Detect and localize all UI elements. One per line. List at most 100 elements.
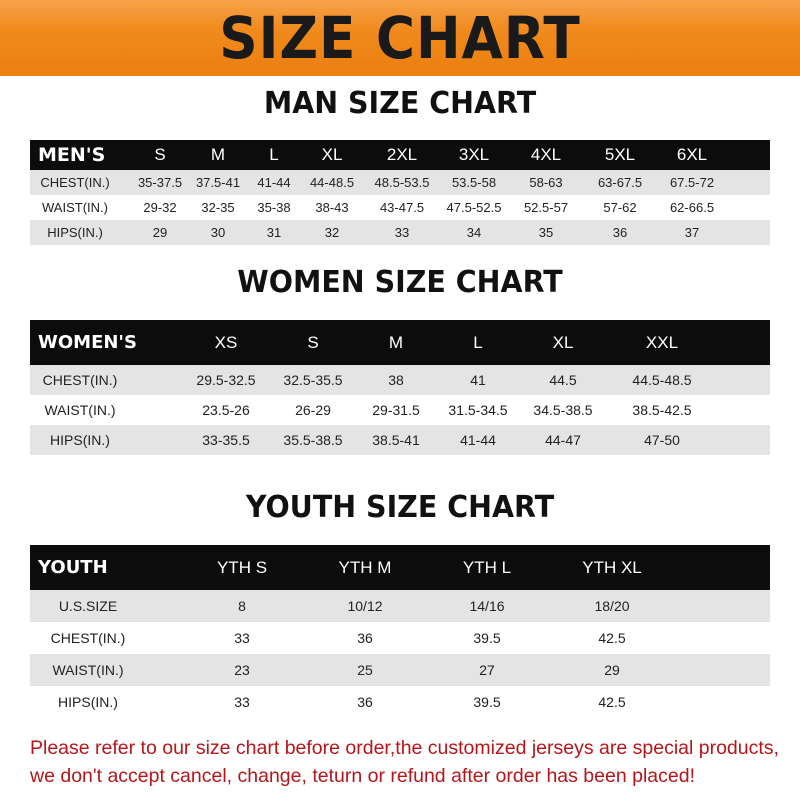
table-cell: 35-37.5 xyxy=(137,175,183,190)
table-cell: 43-47.5 xyxy=(379,200,425,215)
table-cell: 33 xyxy=(234,630,250,646)
title-banner: SIZE CHART xyxy=(0,0,800,76)
size-header: XL xyxy=(321,145,343,164)
table-cell: 29 xyxy=(152,225,168,240)
table-cell: 38.5-41 xyxy=(372,432,420,448)
table-cell: 8 xyxy=(238,598,246,614)
table-cell: 33-35.5 xyxy=(202,432,250,448)
size-header: XXL xyxy=(645,332,679,352)
table-row: WAIST(IN.) 29-32 32-35 35-38 38-43 43-47.5 47.… xyxy=(30,195,770,220)
row-label: WAIST(IN.) xyxy=(42,200,108,215)
table-cell: 37 xyxy=(684,225,700,240)
table-header-row: YOUTH YTH S YTH M YTH L YTH XL xyxy=(30,545,770,590)
table-cell: 23 xyxy=(234,662,250,678)
table-cell: 29-31.5 xyxy=(372,402,420,418)
men-section-title: MAN SIZE CHART xyxy=(263,86,537,121)
size-header: S xyxy=(154,145,166,164)
table-cell: 36 xyxy=(612,225,628,240)
table-cell: 42.5 xyxy=(598,630,626,646)
table-cell: 57-62 xyxy=(603,200,637,215)
table-cell: 41 xyxy=(470,372,486,388)
table-cell: 62-66.5 xyxy=(669,200,715,215)
table-cell: 42.5 xyxy=(598,694,626,710)
table-cell: 41-44 xyxy=(460,432,496,448)
row-label: HIPS(IN.) xyxy=(47,225,103,240)
row-label: CHEST(IN.) xyxy=(42,372,118,388)
notice-line-1: Please refer to our size chart before or… xyxy=(30,737,779,759)
table-cell: 31.5-34.5 xyxy=(448,402,508,418)
table-cell: 18/20 xyxy=(594,598,630,614)
table-cell: 33 xyxy=(394,225,410,240)
table-cell: 10/12 xyxy=(347,598,383,614)
row-label: HIPS(IN.) xyxy=(58,694,118,710)
table-cell: 35-38 xyxy=(257,200,291,215)
table-cell: 58-63 xyxy=(529,175,563,190)
table-cell: 31 xyxy=(266,225,282,240)
row-label: HIPS(IN.) xyxy=(50,432,110,448)
row-label: WAIST(IN.) xyxy=(44,402,116,418)
table-cell: 35 xyxy=(538,225,554,240)
table-title-cell: YOUTH xyxy=(38,557,108,578)
table-cell: 41-44 xyxy=(257,175,291,190)
table-cell: 39.5 xyxy=(473,630,501,646)
size-header: YTH M xyxy=(338,557,392,577)
table-cell: 47.5-52.5 xyxy=(446,200,502,215)
row-label: WAIST(IN.) xyxy=(52,662,124,678)
table-cell: 32 xyxy=(324,225,340,240)
table-title-cell: MEN'S xyxy=(38,144,106,166)
notice-line-2: we don't accept cancel, change, teturn o… xyxy=(30,765,695,787)
table-row: HIPS(IN.) 29 30 31 32 33 34 35 36 37 xyxy=(30,220,770,245)
row-label: CHEST(IN.) xyxy=(40,175,110,190)
table-cell: 26-29 xyxy=(295,402,331,418)
size-header: L xyxy=(269,145,279,164)
table-cell: 25 xyxy=(357,662,373,678)
table-header-row: MEN'S S M L XL 2XL 3XL 4XL 5XL 6XL xyxy=(30,140,770,170)
table-row: WAIST(IN.) 23.5-26 26-29 29-31.5 31.5-34.5 34… xyxy=(30,395,770,425)
size-header: 4XL xyxy=(530,145,562,164)
table-cell: 63-67.5 xyxy=(597,175,643,190)
table-cell: 36 xyxy=(357,630,373,646)
table-cell: 52.5-57 xyxy=(523,200,569,215)
table-row: WAIST(IN.) 23 25 27 29 xyxy=(30,654,770,686)
table-cell: 38.5-42.5 xyxy=(632,402,692,418)
size-header: YTH XL xyxy=(582,557,642,577)
size-header: 6XL xyxy=(676,145,708,164)
table-cell: 29-32 xyxy=(143,200,177,215)
youth-section-title: YOUTH SIZE CHART xyxy=(245,490,555,525)
size-header: XL xyxy=(552,332,574,352)
table-cell: 44-48.5 xyxy=(309,175,355,190)
size-header: L xyxy=(473,332,483,352)
table-cell: 29.5-32.5 xyxy=(196,372,256,388)
table-cell: 30 xyxy=(210,225,226,240)
table-row: U.S.SIZE 8 10/12 14/16 18/20 xyxy=(30,590,770,622)
size-header: YTH L xyxy=(462,557,512,577)
size-header: 3XL xyxy=(458,145,490,164)
size-header: 5XL xyxy=(604,145,636,164)
table-cell: 44-47 xyxy=(545,432,581,448)
size-header: XS xyxy=(214,332,238,352)
table-cell: 32.5-35.5 xyxy=(283,372,343,388)
row-label: U.S.SIZE xyxy=(58,598,118,614)
table-cell: 29 xyxy=(604,662,620,678)
size-header: 2XL xyxy=(386,145,418,164)
size-header: YTH S xyxy=(216,557,268,577)
table-row: CHEST(IN.) 29.5-32.5 32.5-35.5 38 41 44.5 44.5… xyxy=(30,365,770,395)
size-header: S xyxy=(307,332,319,352)
table-cell: 23.5-26 xyxy=(202,402,250,418)
table-cell: 27 xyxy=(479,662,495,678)
table-header-row: WOMEN'S XS S M L XL XXL xyxy=(30,320,770,365)
table-cell: 67.5-72 xyxy=(669,175,715,190)
table-cell: 34.5-38.5 xyxy=(533,402,593,418)
table-cell: 38 xyxy=(388,372,404,388)
table-cell: 44.5 xyxy=(549,372,577,388)
table-cell: 32-35 xyxy=(201,200,235,215)
table-cell: 53.5-58 xyxy=(451,175,497,190)
table-row: CHEST(IN.) 35-37.5 37.5-41 41-44 44-48.5 48.5… xyxy=(30,170,770,195)
table-cell: 48.5-53.5 xyxy=(374,175,430,190)
table-cell: 14/16 xyxy=(469,598,505,614)
table-cell: 37.5-41 xyxy=(195,175,241,190)
table-row: HIPS(IN.) 33 36 39.5 42.5 xyxy=(30,686,770,718)
table-cell: 34 xyxy=(466,225,482,240)
page-title: SIZE CHART xyxy=(219,4,581,72)
table-cell: 33 xyxy=(234,694,250,710)
